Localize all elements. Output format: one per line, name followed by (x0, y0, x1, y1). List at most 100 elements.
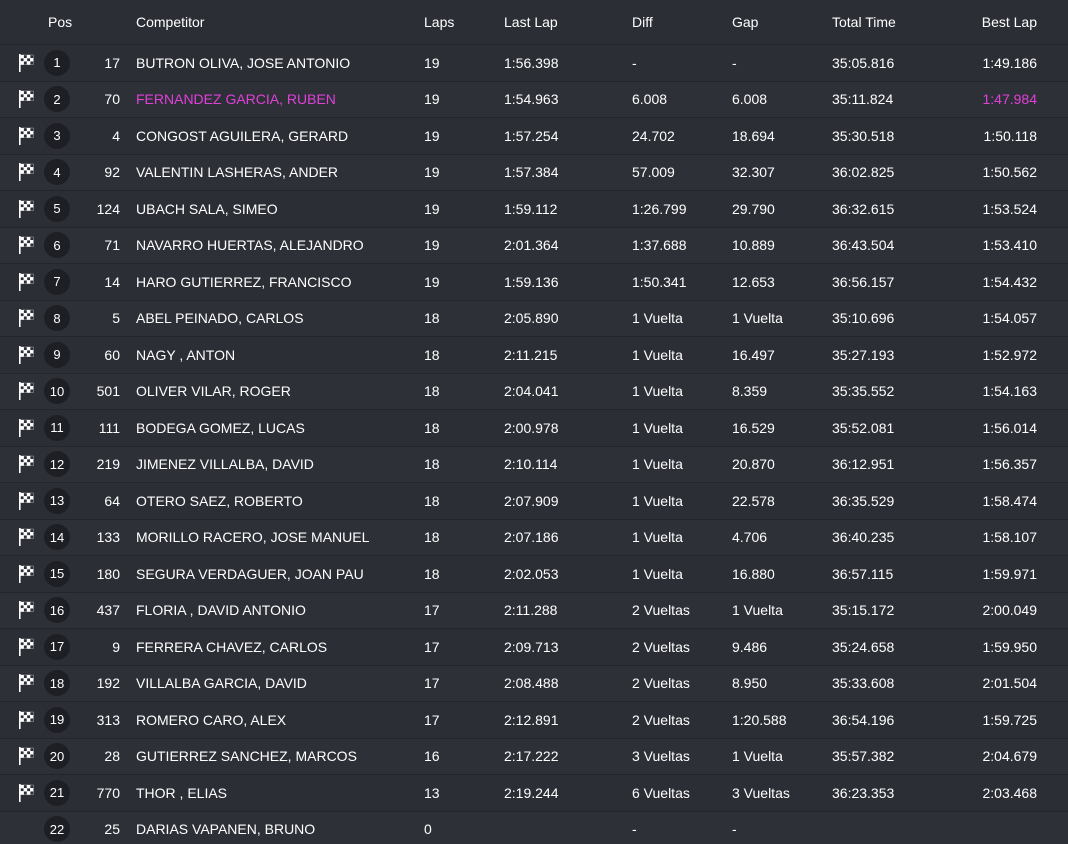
laps-count: 18 (424, 456, 440, 473)
gap-value: - (732, 821, 737, 838)
table-row[interactable]: 9 60 NAGY , ANTON 18 2:11.215 1 Vuelta 16.497 3… (0, 336, 1068, 373)
finish-flag-icon (16, 191, 38, 227)
table-row[interactable]: 5 124 UBACH SALA, SIMEO 19 1:59.112 1:26.799 2… (0, 190, 1068, 227)
competitor-number: 92 (104, 164, 120, 181)
header-gap[interactable]: Gap (732, 14, 759, 30)
table-row[interactable]: 2 70 FERNANDEZ GARCIA, RUBEN 19 1:54.963 6.00… (0, 80, 1068, 118)
table-row[interactable]: 11 111 BODEGA GOMEZ, LUCAS 18 2:00.978 1 Vuel… (0, 409, 1068, 446)
finish-flag-icon (16, 593, 38, 629)
finish-flag-icon (16, 301, 38, 337)
competitor-number: 70 (104, 91, 120, 108)
checkered-flag-icon (17, 710, 37, 730)
finish-flag-icon (16, 82, 38, 118)
total-time: 35:52.081 (832, 419, 895, 436)
table-row[interactable]: 21 770 THOR , ELIAS 13 2:19.244 6 Vueltas 3 Vu… (0, 774, 1068, 811)
competitor-number: 4 (112, 127, 120, 144)
table-row[interactable]: 6 71 NAVARRO HUERTAS, ALEJANDRO 19 2:01.364 1… (0, 226, 1068, 263)
gap-value: 4.706 (732, 529, 768, 546)
table-row[interactable]: 12 219 JIMENEZ VILLALBA, DAVID 18 2:10.114 1 … (0, 445, 1068, 482)
diff-value: 2 Vueltas (632, 638, 690, 655)
total-time: 36:56.157 (832, 273, 895, 290)
total-time: 36:32.615 (832, 200, 895, 217)
header-pos[interactable]: Pos (48, 14, 73, 30)
laps-count: 18 (424, 492, 440, 509)
last-lap-time: 2:01.364 (504, 237, 559, 254)
table-row[interactable]: 7 14 HARO GUTIERREZ, FRANCISCO 19 1:59.136 1:… (0, 263, 1068, 300)
header-competitor[interactable]: Competitor (136, 14, 205, 30)
table-row[interactable]: 17 9 FERRERA CHAVEZ, CARLOS 17 2:09.713 2 Vue… (0, 628, 1068, 665)
last-lap-time: 2:08.488 (504, 675, 559, 692)
competitor-name: FERRERA CHAVEZ, CARLOS (136, 638, 328, 655)
laps-count: 19 (424, 127, 440, 144)
competitor-number: 111 (98, 419, 120, 436)
position-number: 9 (44, 341, 70, 368)
finish-flag-icon (16, 264, 38, 300)
header-total-time[interactable]: Total Time (832, 14, 896, 30)
best-lap-time: 1:56.014 (982, 419, 1038, 436)
table-row[interactable]: 22 25 DARIAS VAPANEN, BRUNO 0 - - (0, 810, 1068, 844)
checkered-flag-icon (17, 783, 37, 803)
checkered-flag-icon (17, 600, 37, 620)
table-row[interactable]: 1 17 BUTRON OLIVA, JOSE ANTONIO 19 1:56.398 -… (0, 44, 1068, 81)
laps-count: 19 (424, 91, 440, 108)
header-laps[interactable]: Laps (424, 14, 455, 30)
diff-value: 1 Vuelta (632, 310, 683, 327)
position-number: 3 (44, 122, 70, 149)
last-lap-time: 2:04.041 (504, 383, 559, 400)
total-time: 36:23.353 (832, 784, 895, 801)
best-lap-time: 1:58.107 (982, 529, 1038, 546)
last-lap-time: 2:00.978 (504, 419, 559, 436)
table-row[interactable]: 10 501 OLIVER VILAR, ROGER 18 2:04.041 1 Vuel… (0, 372, 1068, 409)
total-time: 35:15.172 (832, 602, 895, 619)
position-badge: 15 (42, 556, 72, 592)
last-lap-time: 2:05.890 (504, 310, 559, 327)
position-number: 8 (44, 305, 70, 332)
laps-count: 18 (424, 419, 440, 436)
header-best-lap[interactable]: Best Lap (981, 14, 1037, 30)
competitor-name: ABEL PEINADO, CARLOS (136, 310, 304, 327)
table-row[interactable]: 16 437 FLORIA , DAVID ANTONIO 17 2:11.288 2 V… (0, 591, 1068, 629)
finish-flag-icon (16, 739, 38, 775)
diff-value: 1 Vuelta (632, 492, 683, 509)
position-number: 2 (44, 86, 70, 113)
header-last-lap[interactable]: Last Lap (504, 14, 558, 30)
laps-count: 17 (424, 602, 440, 619)
table-row[interactable]: 8 5 ABEL PEINADO, CARLOS 18 2:05.890 1 Vuelta… (0, 299, 1068, 337)
last-lap-time (504, 812, 614, 844)
checkered-flag-icon (17, 272, 37, 292)
competitor-number: 60 (104, 346, 120, 363)
table-row[interactable]: 4 92 VALENTIN LASHERAS, ANDER 19 1:57.384 57.… (0, 153, 1068, 190)
total-time: 35:35.552 (832, 383, 895, 400)
finish-flag-icon (16, 118, 38, 154)
best-lap-time: 2:01.504 (982, 675, 1038, 692)
competitor-number: 64 (104, 492, 120, 509)
competitor-name: FLORIA , DAVID ANTONIO (136, 602, 306, 619)
table-header: Pos Competitor Laps Last Lap Diff Gap To… (0, 0, 1068, 44)
table-row[interactable]: 13 64 OTERO SAEZ, ROBERTO 18 2:07.909 1 Vuelt… (0, 482, 1068, 519)
position-number: 19 (44, 706, 70, 733)
total-time: 35:33.608 (832, 675, 895, 692)
header-diff[interactable]: Diff (632, 14, 653, 30)
position-badge: 16 (42, 593, 72, 629)
diff-value: 1:37.688 (632, 237, 687, 254)
finish-flag-icon (16, 45, 38, 81)
gap-value: 1 Vuelta (732, 748, 783, 765)
position-badge: 8 (42, 301, 72, 337)
last-lap-time: 2:09.713 (504, 638, 559, 655)
table-row[interactable]: 3 4 CONGOST AGUILERA, GERARD 19 1:57.254 24.7… (0, 117, 1068, 154)
competitor-number: 9 (112, 638, 120, 655)
best-lap-time: 2:03.468 (982, 784, 1038, 801)
gap-value: 6.008 (732, 91, 768, 108)
position-number: 10 (44, 378, 70, 405)
gap-value: 10.889 (732, 237, 775, 254)
table-row[interactable]: 19 313 ROMERO CARO, ALEX 17 2:12.891 2 Vuelta… (0, 701, 1068, 738)
competitor-name: CONGOST AGUILERA, GERARD (136, 127, 349, 144)
table-row[interactable]: 15 180 SEGURA VERDAGUER, JOAN PAU 18 2:02.05… (0, 555, 1068, 592)
laps-count: 17 (424, 711, 440, 728)
table-row[interactable]: 20 28 GUTIERREZ SANCHEZ, MARCOS 16 2:17.222 3… (0, 737, 1068, 775)
last-lap-time: 2:11.215 (504, 346, 558, 363)
position-number: 22 (44, 816, 70, 843)
competitor-number: 71 (104, 237, 120, 254)
table-row[interactable]: 14 133 MORILLO RACERO, JOSE MANUEL 18 2:07.1… (0, 518, 1068, 555)
table-row[interactable]: 18 192 VILLALBA GARCIA, DAVID 17 2:08.488 2 V… (0, 664, 1068, 701)
